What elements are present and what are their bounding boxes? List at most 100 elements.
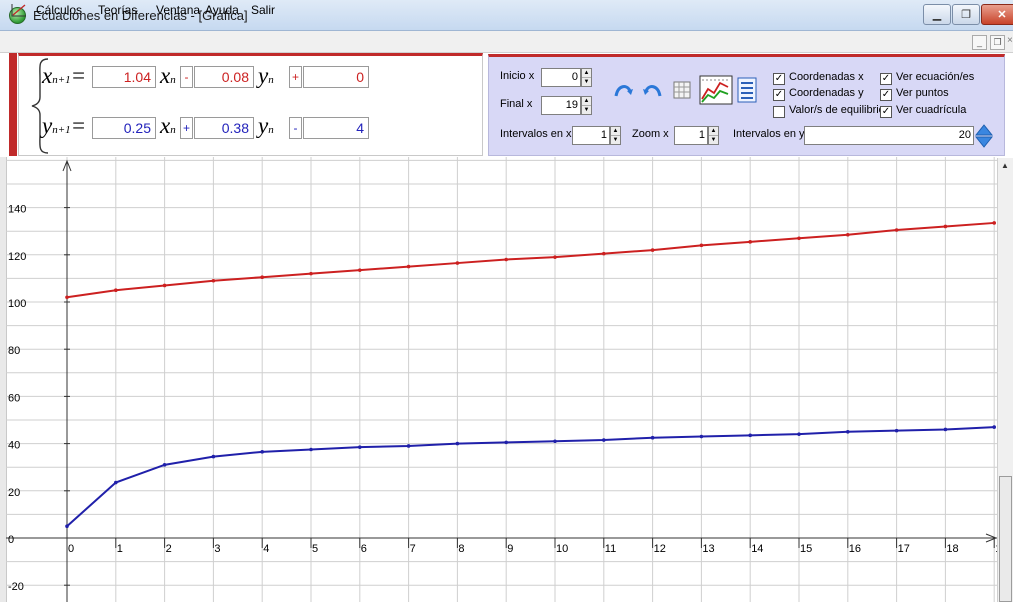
backward-curve-button[interactable] xyxy=(640,78,664,102)
zoom-x-spinner[interactable]: ▲ ▼ xyxy=(708,126,719,145)
data-point xyxy=(894,228,899,232)
menu-teorias[interactable]: Teorías xyxy=(98,3,138,17)
data-point xyxy=(65,524,69,528)
graph-icon xyxy=(699,75,733,105)
data-point xyxy=(748,433,752,438)
x-coef-y-input[interactable]: 0.08 xyxy=(194,66,254,88)
equilibrio-label: Valor/s de equilibrio xyxy=(789,104,885,116)
data-point xyxy=(406,264,411,269)
child-minimize-button[interactable]: _ xyxy=(972,35,987,50)
intervalos-y-label: Intervalos en y xyxy=(733,128,805,140)
data-point xyxy=(797,236,801,241)
y-sign-const-input[interactable]: - xyxy=(289,117,302,139)
minimize-button[interactable]: ▁ xyxy=(923,4,951,25)
y-tick-label: 100 xyxy=(8,298,26,310)
y-const-input[interactable]: 4 xyxy=(303,117,369,139)
graph-button[interactable] xyxy=(699,75,733,105)
forward-curve-button[interactable] xyxy=(612,78,636,102)
x-coef-x-input[interactable]: 1.04 xyxy=(92,66,156,88)
intervalos-x-input[interactable]: 1 xyxy=(572,126,610,145)
zoom-x-input[interactable]: 1 xyxy=(674,126,708,145)
ver-cuadricula-label: Ver cuadrícula xyxy=(896,104,967,116)
menu-calculos[interactable]: Cálculos xyxy=(36,3,83,17)
final-x-input[interactable]: 19 xyxy=(541,96,581,115)
equation-panel-marker xyxy=(9,53,17,156)
y-coef-y-input[interactable]: 0.38 xyxy=(194,117,254,139)
x-sign-const-input[interactable]: + xyxy=(289,66,302,88)
lines-icon xyxy=(737,77,757,103)
data-point xyxy=(699,434,704,439)
y-coef-x-input[interactable]: 0.25 xyxy=(92,117,156,139)
ver-ecuacion-label: Ver ecuación/es xyxy=(896,71,975,83)
x-tick-label: 15 xyxy=(800,543,812,555)
inicio-x-input[interactable]: 0 xyxy=(541,68,581,87)
close-button[interactable]: ✕ xyxy=(981,4,1013,25)
data-point xyxy=(846,430,850,434)
final-x-spinner[interactable]: ▲ ▼ xyxy=(581,96,592,115)
intervalos-y-spinner[interactable] xyxy=(974,124,994,148)
ver-puntos-checkbox[interactable]: ✓ xyxy=(880,89,892,101)
child-restore-button[interactable]: ❐ xyxy=(990,35,1005,50)
data-point xyxy=(260,450,265,454)
data-point xyxy=(650,248,655,252)
scroll-up-arrow-icon[interactable]: ▲ xyxy=(1001,161,1009,170)
menu-ventana[interactable]: Ventana xyxy=(156,3,201,17)
x-tick-label: 13 xyxy=(702,543,714,555)
child-close-button[interactable]: × xyxy=(1007,35,1013,46)
scrollbar-thumb[interactable] xyxy=(999,476,1012,602)
y-tick-label: 40 xyxy=(8,440,20,452)
x-tick-label: 3 xyxy=(214,543,220,555)
menu-bar xyxy=(0,31,1013,53)
x-tick-label: 1 xyxy=(995,543,997,555)
backward-curve-icon xyxy=(643,85,662,97)
coordenadas-x-label: Coordenadas x xyxy=(789,71,864,83)
intervalos-y-input[interactable]: 20 xyxy=(804,126,974,145)
y-n-label-2: yn xyxy=(258,113,274,138)
y-sign-y-input[interactable]: + xyxy=(180,117,193,139)
window-title: Ecuaciones en Diferencias - [Gráfica] xyxy=(33,8,248,23)
data-point xyxy=(260,275,265,280)
data-point xyxy=(699,243,704,248)
x-tick-label: 7 xyxy=(410,543,416,555)
y-tick-label: 60 xyxy=(8,392,20,404)
lines-button[interactable] xyxy=(737,77,757,103)
x-n-label-2: xn xyxy=(160,113,176,138)
series-line-1 xyxy=(66,426,995,527)
menu-ayuda[interactable]: Ayuda xyxy=(205,3,239,17)
intervalos-x-spinner[interactable]: ▲ ▼ xyxy=(610,126,621,145)
menu-salir[interactable]: Salir xyxy=(251,3,276,17)
x-tick-label: 2 xyxy=(166,543,172,555)
data-point xyxy=(211,454,216,459)
x-tick-label: 17 xyxy=(898,543,910,555)
equilibrio-checkbox[interactable] xyxy=(773,106,785,118)
y-tick-label: 0 xyxy=(8,534,14,546)
table-button[interactable] xyxy=(670,78,694,102)
data-point xyxy=(65,295,69,300)
y-tick-label: -20 xyxy=(8,581,24,593)
coordenadas-y-checkbox[interactable]: ✓ xyxy=(773,89,785,101)
restore-button[interactable]: ❐ xyxy=(952,4,980,25)
y-n-label: yn xyxy=(258,63,274,88)
data-point xyxy=(650,435,655,440)
data-point xyxy=(894,428,899,433)
inicio-x-spinner[interactable]: ▲ ▼ xyxy=(581,68,592,87)
ver-cuadricula-checkbox[interactable]: ✓ xyxy=(880,106,892,118)
restore-icon: ❐ xyxy=(961,9,971,21)
data-point xyxy=(114,480,118,485)
inicio-x-label: Inicio x xyxy=(500,70,535,82)
x-sign-y-input[interactable]: - xyxy=(180,66,193,88)
data-point xyxy=(602,251,606,256)
data-point xyxy=(358,268,362,272)
data-point xyxy=(211,278,216,283)
x-tick-label: 6 xyxy=(361,543,367,555)
x-tick-label: 16 xyxy=(849,543,861,555)
coordenadas-x-checkbox[interactable]: ✓ xyxy=(773,73,785,85)
x-const-input[interactable]: 0 xyxy=(303,66,369,88)
x-tick-label: 14 xyxy=(751,543,763,555)
data-point xyxy=(553,255,557,259)
x-next-label: xn+1= xyxy=(42,63,87,88)
ver-ecuacion-checkbox[interactable]: ✓ xyxy=(880,73,892,85)
x-tick-label: 4 xyxy=(263,543,269,555)
y-tick-label: 20 xyxy=(8,487,20,499)
x-tick-label: 1 xyxy=(117,543,123,555)
